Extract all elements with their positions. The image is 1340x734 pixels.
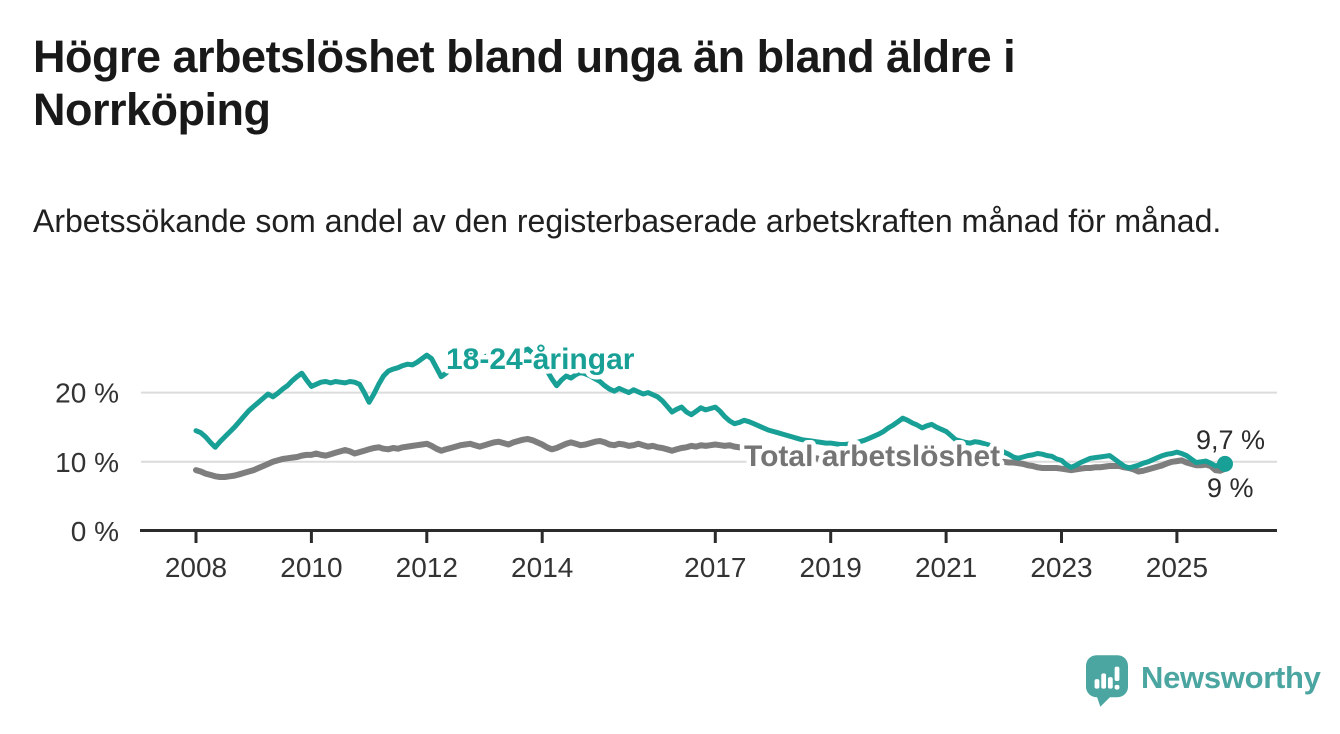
series-line-total — [193, 436, 1228, 480]
end-value-label-young: 9,7 % — [1196, 425, 1265, 455]
bar-chart-speech-bubble-icon — [1086, 655, 1128, 707]
x-axis: 2008 2010 2012 2014 2017 2019 2021 2023 2025 — [140, 529, 1277, 583]
brand-wordmark: Newsworthy — [1141, 660, 1321, 695]
series-label-total: Total arbetslöshet — [744, 440, 1000, 473]
x-tick-label-2012: 2012 — [396, 552, 458, 583]
x-tick-label-2019: 2019 — [800, 552, 862, 583]
y-axis-labels: 0 % 10 % 20 % — [55, 378, 119, 547]
x-tick-label-2021: 2021 — [915, 552, 977, 583]
newsworthy-logo: Newsworthy — [1086, 655, 1321, 707]
end-value-label-total: 9 % — [1207, 473, 1254, 503]
page-subtitle: Arbetssökande som andel av den registerb… — [33, 203, 1222, 239]
x-tick-label-2025: 2025 — [1146, 552, 1208, 583]
series-line-young — [193, 346, 1228, 471]
y-tick-label-0: 0 % — [71, 516, 119, 547]
x-tick-label-2023: 2023 — [1030, 552, 1092, 583]
gridlines — [141, 391, 1277, 463]
y-tick-label-20: 20 % — [55, 378, 119, 409]
series-lines — [193, 346, 1233, 480]
page-title: Högre arbetslöshet bland unga än bland ä… — [33, 31, 1016, 136]
series-end-dot — [1216, 455, 1233, 472]
x-tick-label-2017: 2017 — [684, 552, 746, 583]
x-tick-label-2008: 2008 — [165, 552, 227, 583]
series-label-young: 18-24-åringar — [446, 343, 635, 376]
y-tick-label-10: 10 % — [55, 447, 119, 478]
x-tick-label-2010: 2010 — [280, 552, 342, 583]
x-tick-label-2014: 2014 — [511, 552, 573, 583]
